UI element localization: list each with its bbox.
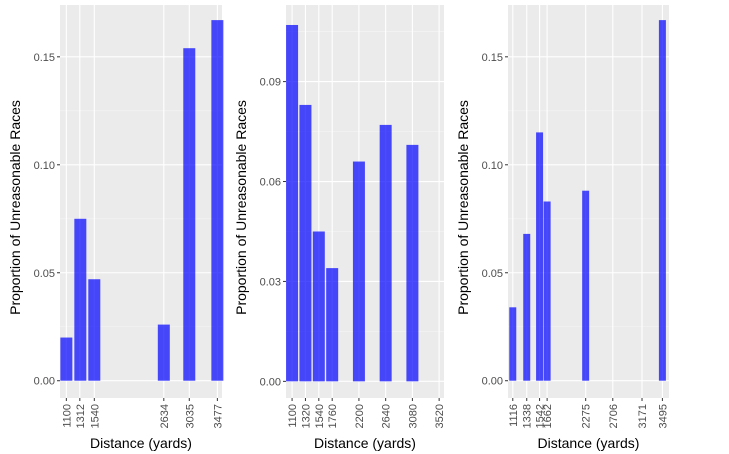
x-tick-label: 2634 — [159, 404, 171, 428]
x-tick-label: 3035 — [184, 404, 196, 428]
y-tick-label: 0.15 — [34, 52, 55, 64]
x-tick-label: 1320 — [300, 404, 312, 428]
bar — [658, 20, 666, 381]
y-tick-label: 0.09 — [260, 77, 281, 89]
x-axis-title: Distance (yards) — [538, 435, 640, 451]
x-tick-label: 2275 — [581, 404, 593, 428]
y-tick-label: 0.00 — [260, 376, 281, 388]
x-tick-label: 1662 — [542, 404, 554, 428]
y-tick-label: 0.10 — [34, 160, 55, 172]
bar — [543, 201, 551, 381]
x-tick-label: 3477 — [212, 404, 224, 428]
x-tick-label: 1542 — [535, 404, 547, 428]
x-tick-label: 1540 — [314, 404, 326, 428]
x-axis-title: Distance (yards) — [90, 435, 192, 451]
bar — [536, 132, 544, 381]
x-tick-label: 1760 — [327, 404, 339, 428]
x-tick-label: 3171 — [637, 404, 649, 428]
bar — [60, 337, 73, 381]
chart-panel-1: 0.00 0.05 0.10 0.15 1100 1312 1540 2634 3035 3477… — [7, 5, 224, 451]
bar — [286, 24, 299, 382]
y-axis-title: Proportion of Unreasonable Races — [233, 100, 249, 315]
bar — [379, 124, 392, 382]
bar — [183, 48, 196, 381]
bar — [88, 279, 101, 381]
y-tick-label: 0.10 — [482, 160, 503, 172]
bar — [312, 231, 325, 382]
y-tick-label: 0.03 — [260, 276, 281, 288]
bar — [326, 268, 339, 382]
x-tick-label: 3520 — [434, 404, 446, 428]
bar — [299, 104, 312, 382]
x-axis-title: Distance (yards) — [314, 435, 416, 451]
x-tick-label: 1312 — [75, 404, 87, 428]
bar — [211, 20, 224, 381]
bar — [74, 218, 87, 381]
x-tick-label: 2706 — [608, 404, 620, 428]
bar — [352, 161, 365, 382]
y-tick-label: 0.05 — [34, 268, 55, 280]
x-tick-label: 3080 — [407, 404, 419, 428]
x-tick-label: 1100 — [61, 404, 73, 428]
y-tick-label: 0.00 — [34, 376, 55, 388]
y-tick-label: 0.06 — [260, 177, 281, 189]
x-tick-label: 1338 — [522, 404, 534, 428]
x-tick-label: 3495 — [657, 404, 669, 428]
bar — [157, 324, 170, 381]
bar — [406, 144, 419, 382]
y-tick-label: 0.00 — [482, 376, 503, 388]
bar — [523, 233, 531, 381]
x-tick-label: 2640 — [381, 404, 393, 428]
x-tick-label: 1540 — [89, 404, 101, 428]
y-axis-title: Proportion of Unreasonable Races — [7, 100, 23, 315]
y-tick-label: 0.15 — [482, 52, 503, 64]
x-tick-label: 1100 — [287, 404, 299, 428]
x-tick-label: 2200 — [354, 404, 366, 428]
bar — [582, 190, 590, 381]
y-tick-label: 0.05 — [482, 268, 503, 280]
chart-panel-2: 0.00 0.03 0.06 0.09 1100 1320 1540 1760 2200 2640… — [233, 5, 446, 451]
x-tick-label: 1116 — [508, 404, 520, 427]
y-axis-title: Proportion of Unreasonable Races — [455, 100, 471, 315]
bar — [509, 307, 517, 381]
